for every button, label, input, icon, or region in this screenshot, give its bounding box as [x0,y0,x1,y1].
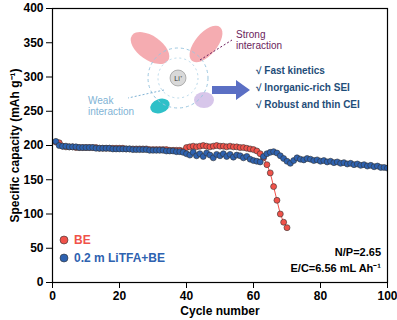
svg-text:20: 20 [113,289,127,303]
svg-text:100: 100 [377,289,397,303]
svg-text:Stronginteraction: Stronginteraction [236,29,282,51]
svg-text:√ Robust and thin CEI: √ Robust and thin CEI [256,99,360,110]
svg-text:400: 400 [23,1,43,15]
svg-text:80: 80 [314,289,328,303]
svg-text:100: 100 [23,207,43,221]
svg-text:BE: BE [74,233,91,247]
svg-text:√ Fast kinetics: √ Fast kinetics [256,65,325,76]
svg-text:150: 150 [23,173,43,187]
svg-text:200: 200 [23,138,43,152]
svg-text:Weakinteraction: Weakinteraction [88,95,134,117]
svg-text:60: 60 [247,289,261,303]
svg-text:Specific capacity (mAh g⁻¹): Specific capacity (mAh g⁻¹) [8,68,22,222]
svg-text:Li⁺: Li⁺ [174,75,182,82]
svg-text:40: 40 [180,289,194,303]
svg-text:N/P=2.65: N/P=2.65 [335,246,381,258]
svg-text:0.2 m LiTFA+BE: 0.2 m LiTFA+BE [74,251,165,265]
svg-text:350: 350 [23,36,43,50]
svg-text:Cycle number: Cycle number [180,304,260,318]
svg-text:250: 250 [23,104,43,118]
svg-text:0: 0 [37,275,44,289]
svg-text:√ Inorganic-rich SEI: √ Inorganic-rich SEI [256,82,350,93]
svg-text:E/C=6.56 mL Ah⁻¹: E/C=6.56 mL Ah⁻¹ [290,262,381,274]
svg-text:50: 50 [30,241,44,255]
svg-text:0: 0 [49,289,56,303]
svg-text:300: 300 [23,70,43,84]
